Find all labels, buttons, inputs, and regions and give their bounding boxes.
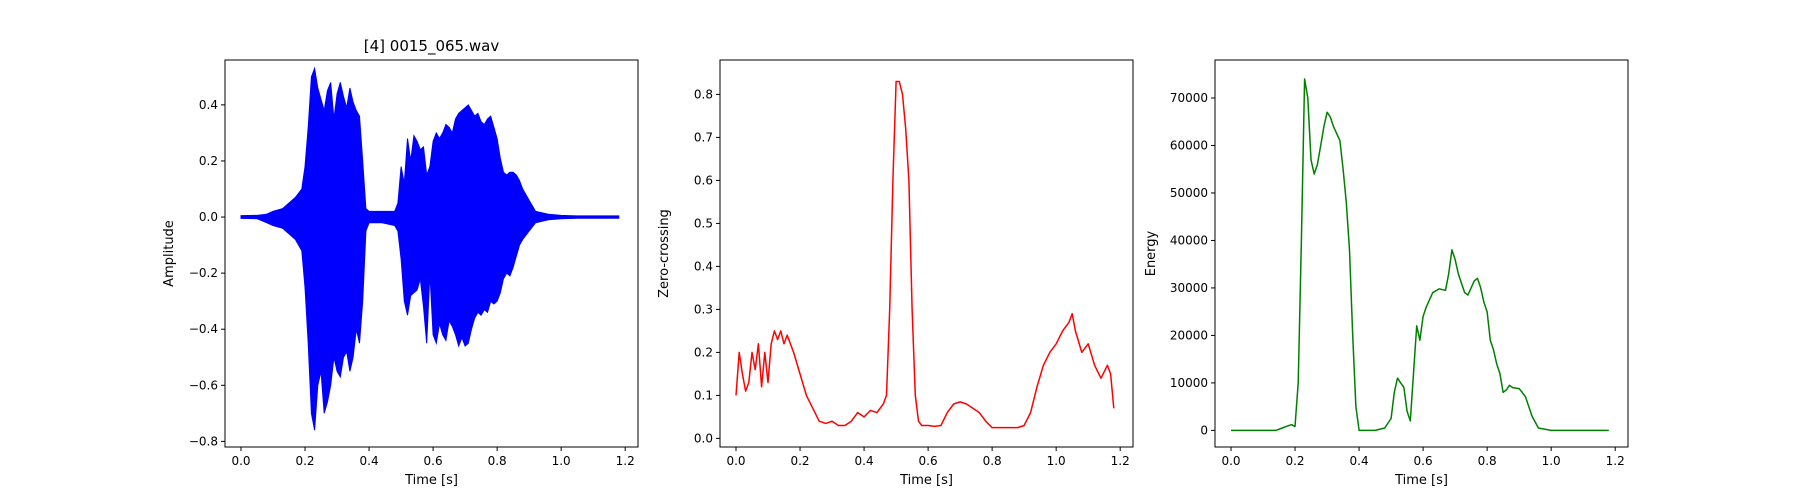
x-tick-label: 0.8 [488,454,507,468]
chart-title: [4] 0015_065.wav [364,37,500,56]
x-tick-label: 0.2 [790,454,809,468]
y-tick-label: 40000 [1170,233,1208,247]
y-tick-label: 0.8 [694,87,713,101]
x-axis-label: Time [s] [1394,473,1448,488]
x-tick-label: 0.6 [1414,454,1433,468]
x-tick-label: 0.4 [855,454,874,468]
y-tick-label: 70000 [1170,91,1208,105]
x-axis-label: Time [s] [404,473,458,488]
y-tick-label: 20000 [1170,328,1208,342]
x-tick-label: 0.2 [1285,454,1304,468]
y-tick-label: −0.8 [189,434,218,448]
x-tick-label: 1.2 [1111,454,1130,468]
x-tick-label: 1.0 [552,454,571,468]
y-axis-label: Amplitude [162,220,177,287]
series-line [735,80,1115,429]
y-axis-label: Zero-crossing [657,209,672,298]
y-tick-label: 30000 [1170,281,1208,295]
x-tick-label: 0.2 [295,454,314,468]
y-tick-label: 0 [1200,423,1208,437]
plot-area [1231,78,1609,432]
x-axis-label: Time [s] [899,473,953,488]
x-tick-label: 1.2 [1606,454,1625,468]
x-tick-label: 0.6 [424,454,443,468]
x-tick-label: 0.0 [726,454,745,468]
y-tick-label: −0.6 [189,378,218,392]
y-tick-label: −0.2 [189,266,218,280]
x-tick-label: 1.0 [1542,454,1561,468]
chart-panel-3: 0.0 0.2 0.4 0.6 0.8 1.0 1.2 0 10000 20000 30000 400… [1144,59,1629,488]
x-tick-label: 0.4 [1350,454,1369,468]
y-tick-label: 0.0 [199,210,218,224]
plot-area [240,66,620,431]
x-tick-label: 0.6 [919,454,938,468]
waveform-envelope [240,66,620,431]
axes-frame [224,59,639,448]
x-tick-label: 0.0 [231,454,250,468]
plot-area [735,80,1115,429]
x-tick-label: 0.8 [983,454,1002,468]
x-tick-label: 1.2 [616,454,635,468]
y-tick-label: 0.1 [694,388,713,402]
y-tick-label: 0.2 [199,154,218,168]
y-tick-label: 0.4 [199,98,218,112]
chart-panel-1: 0.0 0.2 0.4 0.6 0.8 1.0 1.2 −0.8 −0.6 −0.4 −0.2 0.0… [162,37,639,488]
x-tick-label: 0.4 [360,454,379,468]
y-tick-label: 50000 [1170,186,1208,200]
axes-frame [719,59,1134,448]
x-tick-label: 1.0 [1047,454,1066,468]
y-tick-label: −0.4 [189,322,218,336]
y-tick-label: 0.5 [694,216,713,230]
series-line [1231,78,1609,432]
y-tick-label: 0.0 [694,431,713,445]
y-tick-label: 10000 [1170,376,1208,390]
axes-frame [1214,59,1629,448]
y-tick-label: 0.7 [694,130,713,144]
y-tick-label: 0.4 [694,259,713,273]
y-tick-label: 0.3 [694,302,713,316]
y-axis-label: Energy [1144,230,1159,276]
y-tick-label: 0.6 [694,173,713,187]
x-tick-label: 0.8 [1478,454,1497,468]
y-tick-label: 0.2 [694,345,713,359]
y-tick-label: 60000 [1170,138,1208,152]
x-tick-label: 0.0 [1221,454,1240,468]
chart-panel-2: 0.0 0.2 0.4 0.6 0.8 1.0 1.2 0.0 0.1 0.2 0.3 0.4 0.5 0… [657,59,1134,488]
